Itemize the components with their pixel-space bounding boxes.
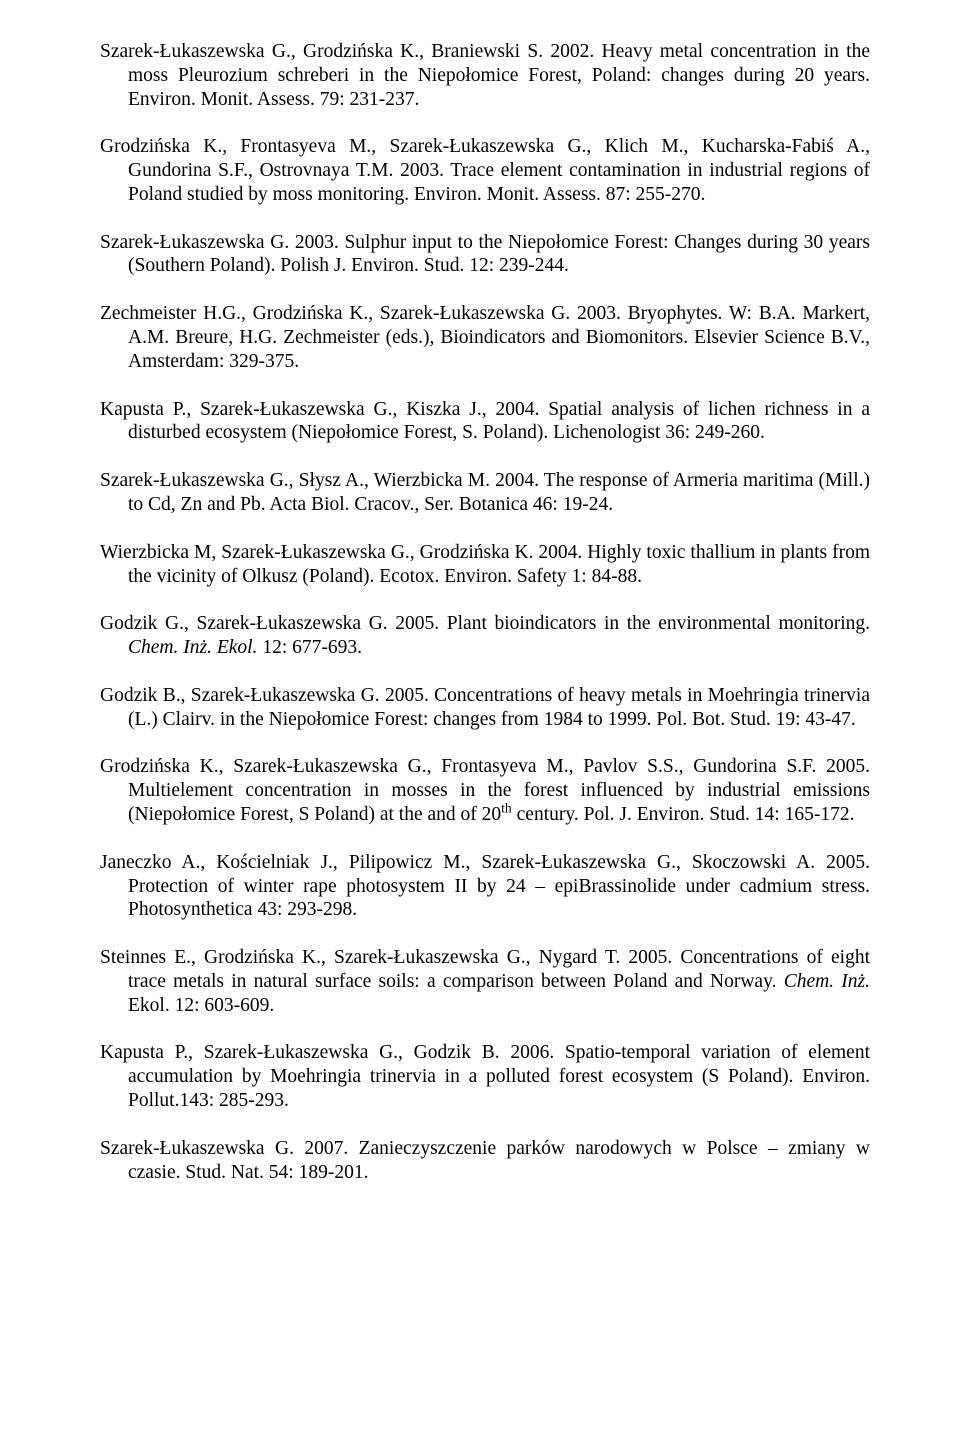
reference-item: Steinnes E., Grodzińska K., Szarek-Łukas… [100,946,870,1017]
reference-item: Godzik B., Szarek-Łukaszewska G. 2005. C… [100,684,870,732]
reference-item: Szarek-Łukaszewska G. 2007. Zanieczyszcz… [100,1137,870,1185]
reference-item: Szarek-Łukaszewska G. 2003. Sulphur inpu… [100,231,870,279]
reference-item: Kapusta P., Szarek-Łukaszewska G., Kiszk… [100,398,870,446]
reference-item: Godzik G., Szarek-Łukaszewska G. 2005. P… [100,612,870,660]
reference-item: Szarek-Łukaszewska G., Grodzińska K., Br… [100,40,870,111]
reference-item: Kapusta P., Szarek-Łukaszewska G., Godzi… [100,1041,870,1112]
reference-item: Szarek-Łukaszewska G., Słysz A., Wierzbi… [100,469,870,517]
reference-item: Grodzińska K., Szarek-Łukaszewska G., Fr… [100,755,870,826]
reference-item: Wierzbicka M, Szarek-Łukaszewska G., Gro… [100,541,870,589]
reference-item: Zechmeister H.G., Grodzińska K., Szarek-… [100,302,870,373]
reference-item: Grodzińska K., Frontasyeva M., Szarek-Łu… [100,135,870,206]
reference-item: Janeczko A., Kościelniak J., Pilipowicz … [100,851,870,922]
page: Szarek-Łukaszewska G., Grodzińska K., Br… [0,0,960,1258]
